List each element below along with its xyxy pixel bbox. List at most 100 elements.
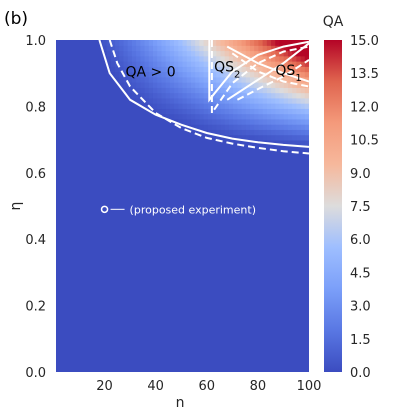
heatmap-cell	[119, 55, 125, 62]
heatmap-cell	[131, 40, 137, 46]
heatmap-cell	[190, 108, 196, 115]
heatmap-cell	[233, 103, 238, 109]
heatmap-cell	[296, 55, 302, 62]
heatmap-cell	[241, 129, 247, 136]
heatmap-cell	[296, 87, 302, 94]
proposed-experiment-marker: (proposed experiment)	[100, 203, 256, 216]
heatmap-cell	[148, 92, 154, 99]
heatmap-cell	[241, 76, 247, 83]
heatmap-cell	[292, 82, 297, 88]
heatmap-cell	[296, 103, 302, 109]
x-tick-label: 100	[297, 379, 322, 394]
colorbar-tick-label: 12.0	[350, 100, 379, 115]
heatmap-cell	[304, 124, 309, 130]
heatmap-cell	[174, 40, 179, 46]
heatmap-cell	[152, 61, 158, 67]
heatmap-cell	[136, 40, 141, 46]
heatmap-cell	[144, 92, 150, 99]
heatmap-cell	[220, 61, 226, 67]
heatmap-cell	[254, 61, 259, 67]
heatmap-cell	[212, 97, 217, 104]
heatmap-cell	[262, 87, 268, 94]
heatmap-cell	[304, 87, 309, 94]
heatmap-cell	[275, 50, 281, 57]
heatmap-cell	[237, 45, 243, 52]
heatmap-cell	[300, 87, 306, 94]
heatmap-cell	[161, 87, 167, 94]
heatmap-cell	[203, 97, 209, 104]
heatmap-cell	[262, 45, 268, 52]
heatmap-cell	[271, 82, 276, 88]
heatmap-cell	[186, 108, 192, 115]
heatmap-cell	[161, 92, 167, 99]
heatmap-cell	[212, 92, 217, 99]
heatmap-cell	[110, 71, 116, 78]
heatmap-cell	[190, 113, 196, 120]
heatmap-cell	[254, 103, 259, 109]
heatmap-cell	[174, 61, 179, 67]
heatmap-cell	[152, 108, 158, 115]
heatmap-cell	[186, 76, 192, 83]
heatmap-cell	[228, 118, 234, 125]
heatmap-cell	[161, 50, 167, 57]
heatmap-cell	[152, 97, 158, 104]
heatmap-cell	[296, 66, 302, 73]
heatmap-cell	[140, 45, 146, 52]
region-label-subscript: 2	[234, 69, 240, 80]
heatmap-cell	[237, 118, 243, 125]
heatmap-cell	[178, 50, 184, 57]
heatmap-cell	[140, 87, 146, 94]
heatmap-cell	[136, 92, 141, 99]
heatmap-cell	[266, 87, 272, 94]
heatmap-cell	[136, 61, 141, 67]
colorbar	[324, 40, 342, 372]
heatmap-cell	[224, 50, 230, 57]
heatmap-cell	[207, 118, 213, 125]
heatmap-cell	[279, 82, 285, 88]
heatmap-cell	[199, 103, 205, 109]
heatmap-cell	[127, 61, 133, 67]
heatmap-cell	[174, 92, 179, 99]
heatmap-cell	[110, 55, 116, 62]
heatmap-cell	[249, 108, 255, 115]
heatmap-cell	[266, 82, 272, 88]
heatmap-cell	[106, 45, 112, 52]
heatmap-cell	[157, 66, 163, 73]
heatmap-cell	[271, 108, 276, 115]
region-label: QS1	[275, 63, 301, 84]
heatmap-cell	[283, 82, 289, 88]
heatmap-cell	[148, 87, 154, 94]
heatmap-cell	[304, 71, 309, 78]
heatmap-cell	[249, 61, 255, 67]
heatmap-cell	[203, 40, 209, 46]
heatmap-cell	[275, 134, 281, 141]
boundary-dashed-line	[236, 59, 309, 101]
heatmap-cell	[110, 40, 116, 46]
heatmap-cell	[165, 82, 171, 88]
heatmap-cell	[262, 55, 268, 62]
heatmap-cell	[279, 139, 285, 146]
heatmap-cell	[127, 55, 133, 62]
heatmap-cell	[275, 55, 281, 62]
heatmap-cell	[237, 134, 243, 141]
heatmap-cell	[190, 103, 196, 109]
heatmap-cell	[296, 129, 302, 136]
heatmap-cell	[216, 45, 222, 52]
heatmap-cell	[212, 45, 217, 52]
heatmap-cell	[195, 113, 200, 120]
heatmap-cell	[228, 129, 234, 136]
heatmap-cell	[157, 50, 163, 57]
heatmap-cell	[174, 50, 179, 57]
heatmap-cell	[203, 61, 209, 67]
heatmap-cell	[199, 97, 205, 104]
colorbar-tick-label: 13.5	[350, 67, 379, 82]
heatmap-cell	[292, 113, 297, 120]
heatmap-cell	[292, 45, 297, 52]
heatmap-cell	[165, 113, 171, 120]
heatmap-cell	[249, 134, 255, 141]
heatmap-cell	[190, 45, 196, 52]
heatmap-cell	[283, 124, 289, 130]
heatmap-cell	[287, 124, 293, 130]
colorbar-tick-label: 10.5	[350, 134, 379, 149]
heatmap-cell	[304, 118, 309, 125]
